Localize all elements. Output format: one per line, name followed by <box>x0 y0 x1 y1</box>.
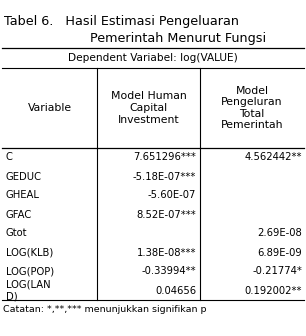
Text: LOG(KLB): LOG(KLB) <box>6 248 53 257</box>
Text: Model
Pengeluran
Total
Pemerintah: Model Pengeluran Total Pemerintah <box>221 86 283 130</box>
Text: 0.192002**: 0.192002** <box>244 286 302 295</box>
Text: Dependent Variabel: log(VALUE): Dependent Variabel: log(VALUE) <box>68 53 238 63</box>
Text: GFAC: GFAC <box>6 210 32 219</box>
Text: 1.38E-08***: 1.38E-08*** <box>136 248 196 257</box>
Text: GEDUC: GEDUC <box>6 171 42 181</box>
Text: Catatan: *,**,*** menunjukkan signifikan p: Catatan: *,**,*** menunjukkan signifikan… <box>3 305 207 314</box>
Text: -5.60E-07: -5.60E-07 <box>147 191 196 201</box>
Text: 2.69E-08: 2.69E-08 <box>257 228 302 239</box>
Text: GHEAL: GHEAL <box>6 191 40 201</box>
Text: LOG(POP): LOG(POP) <box>6 266 54 277</box>
Text: Tabel 6.   Hasil Estimasi Pengeluaran: Tabel 6. Hasil Estimasi Pengeluaran <box>4 15 239 28</box>
Text: 4.562442**: 4.562442** <box>244 153 302 163</box>
Text: 6.89E-09: 6.89E-09 <box>257 248 302 257</box>
Text: Model Human
Capital
Investment: Model Human Capital Investment <box>111 91 186 125</box>
Text: Gtot: Gtot <box>6 228 28 239</box>
Text: C: C <box>6 153 13 163</box>
Text: Variable: Variable <box>28 103 72 113</box>
Text: LOG(LAN
D): LOG(LAN D) <box>6 280 50 301</box>
Text: -0.21774*: -0.21774* <box>252 266 302 277</box>
Text: 8.52E-07***: 8.52E-07*** <box>136 210 196 219</box>
Text: Pemerintah Menurut Fungsi: Pemerintah Menurut Fungsi <box>91 32 267 45</box>
Text: -5.18E-07***: -5.18E-07*** <box>132 171 196 181</box>
Text: 0.04656: 0.04656 <box>155 286 196 295</box>
Text: -0.33994**: -0.33994** <box>141 266 196 277</box>
Text: 7.651296***: 7.651296*** <box>133 153 196 163</box>
